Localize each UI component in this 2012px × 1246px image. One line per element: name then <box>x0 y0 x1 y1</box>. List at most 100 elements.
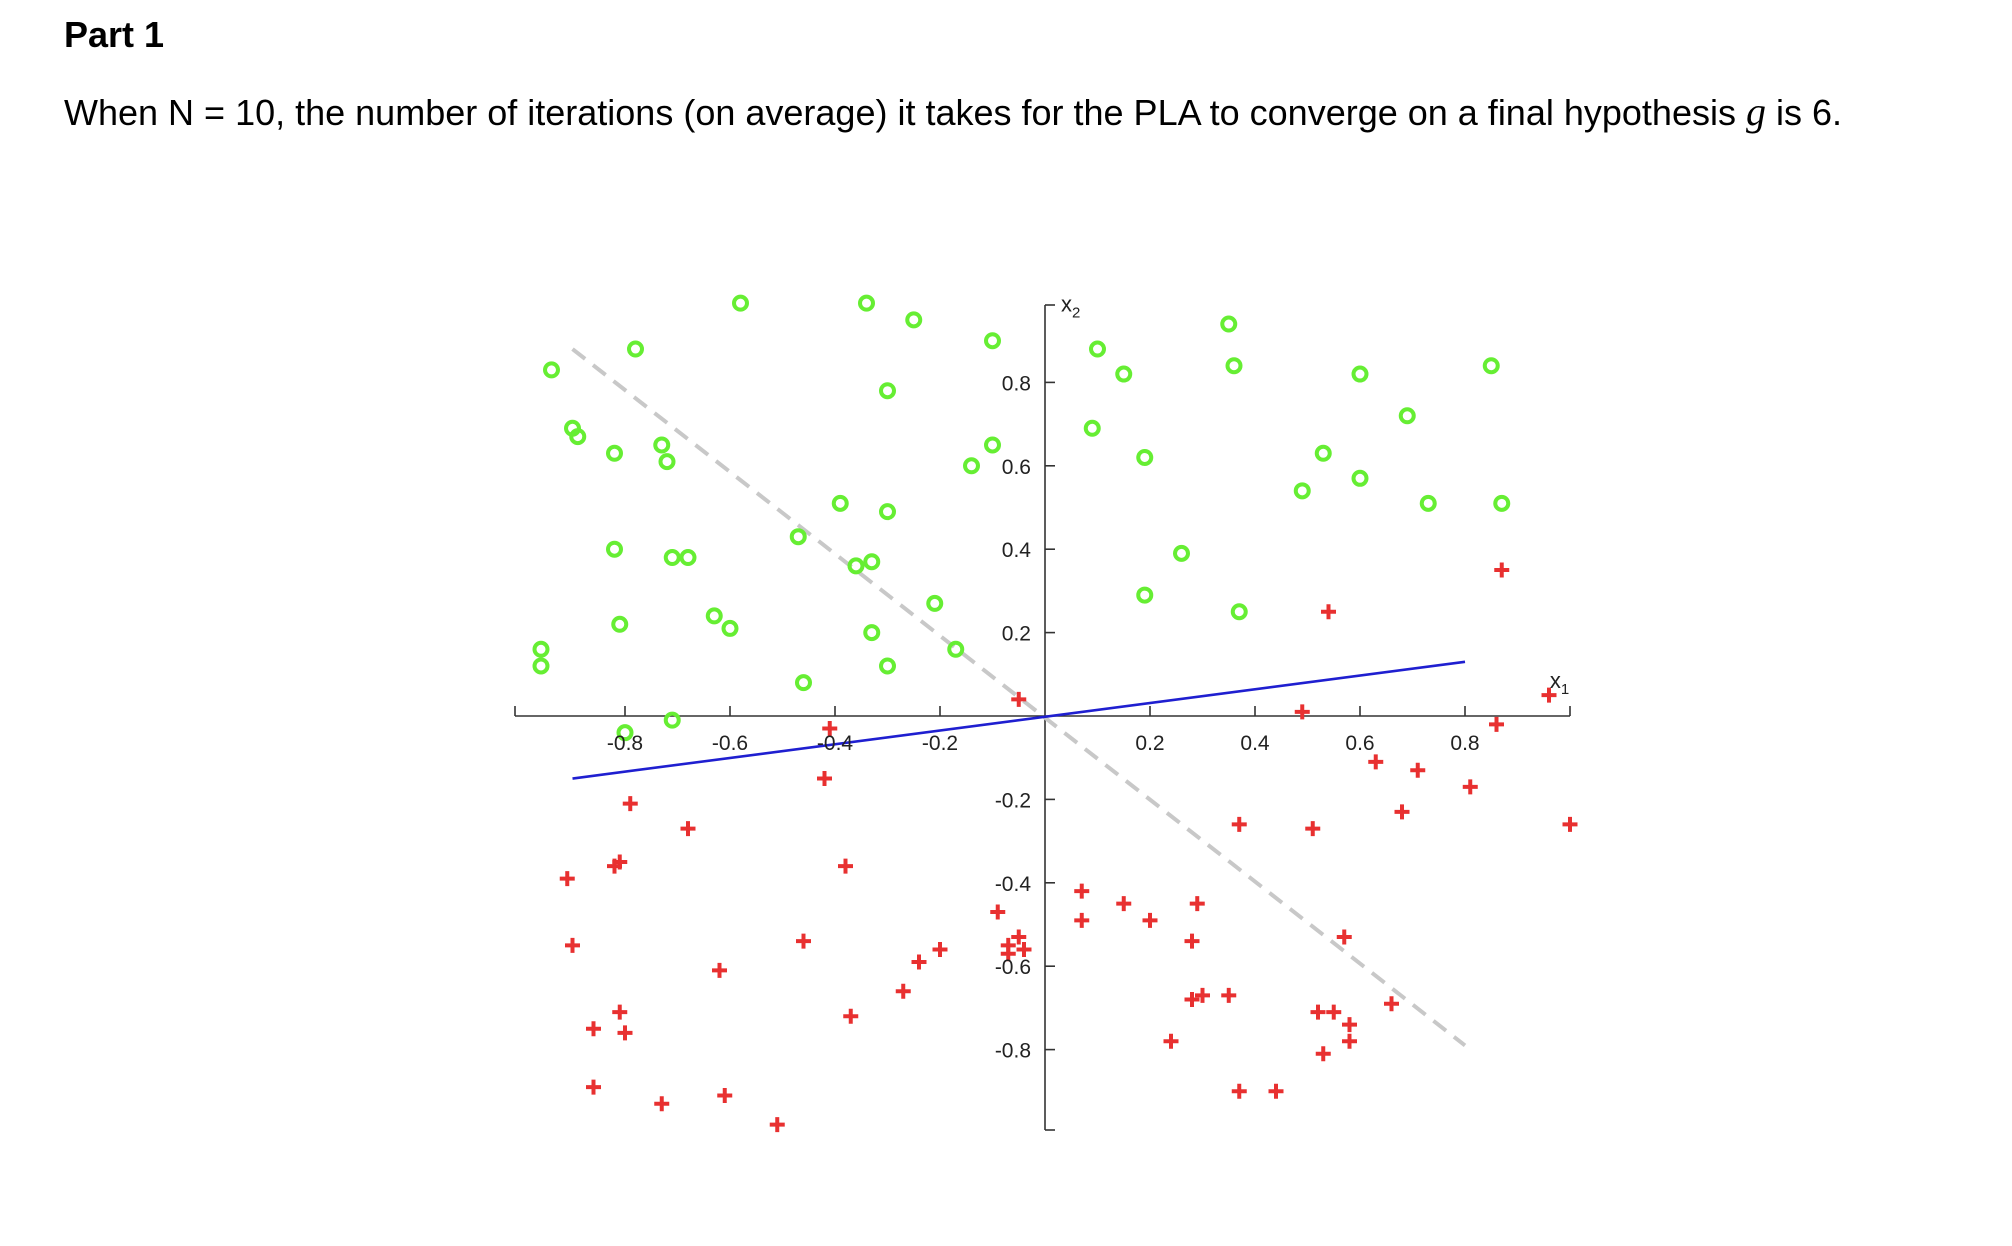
positive-point-marker <box>1398 407 1416 425</box>
negative-point-marker <box>1294 704 1310 720</box>
negative-point-marker <box>1011 691 1027 707</box>
y-tick-label: -0.4 <box>995 873 1032 896</box>
negative-point-marker <box>1462 779 1478 795</box>
positive-point-marker <box>858 294 875 312</box>
negative-point-marker <box>1000 937 1016 953</box>
paragraph-text-before: When N = 10, the number of iterations (o… <box>64 92 1746 133</box>
negative-point-marker <box>1310 1004 1326 1020</box>
negative-point-marker <box>990 904 1006 920</box>
hypothesis-variable: g <box>1745 89 1766 134</box>
positive-point-marker <box>1136 586 1154 604</box>
positive-point-marker <box>879 657 896 675</box>
negative-point-marker <box>1336 929 1352 945</box>
positive-point-marker <box>1493 494 1511 512</box>
positive-point-marker <box>963 457 980 475</box>
positive-point-marker <box>879 382 896 400</box>
y-tick-label: 0.4 <box>1002 539 1032 562</box>
positive-point-marker <box>1482 357 1500 375</box>
positive-point-marker <box>1115 365 1133 383</box>
negative-point-marker <box>911 954 927 970</box>
negative-point-marker <box>1368 754 1384 770</box>
negative-point-marker <box>1342 1033 1357 1049</box>
result-paragraph: When N = 10, the number of iterations (o… <box>64 78 1964 147</box>
negative-point-marker <box>838 858 853 874</box>
positive-point-marker <box>984 332 1001 350</box>
positive-point-marker <box>1083 419 1101 437</box>
positive-point-marker <box>616 724 634 742</box>
target-function-line <box>571 347 1467 1048</box>
negative-point-marker <box>817 771 832 787</box>
positive-point-marker <box>1314 444 1332 462</box>
positive-point-marker <box>863 553 881 571</box>
positive-point-marker <box>789 528 807 546</box>
negative-point-marker <box>586 1079 601 1095</box>
negative-point-marker <box>1016 942 1032 958</box>
negative-point-marker <box>559 871 575 887</box>
positive-point-marker <box>905 311 923 329</box>
negative-point-marker <box>1394 804 1410 820</box>
negative-point-marker <box>1384 996 1399 1012</box>
positive-point-marker <box>831 494 849 512</box>
x-tick-label: 0.6 <box>1345 732 1374 755</box>
negative-point-marker <box>654 1096 670 1112</box>
positive-point-marker <box>653 436 671 454</box>
negative-point-marker <box>1195 987 1210 1003</box>
final-hypothesis-g-line <box>572 660 1466 780</box>
positive-point-marker <box>1136 448 1154 466</box>
x-tick-label: -0.4 <box>817 732 854 755</box>
positive-point-marker <box>679 549 697 567</box>
positive-point-marker <box>732 294 749 312</box>
points-group <box>532 294 1578 1133</box>
positive-point-marker <box>627 340 644 358</box>
y-tick-label: 0.6 <box>1002 456 1031 479</box>
negative-point-marker <box>796 933 811 949</box>
negative-point-marker <box>1221 987 1237 1003</box>
positive-point-marker <box>795 674 812 692</box>
positive-point-marker <box>1225 357 1243 375</box>
positive-point-marker <box>1089 340 1106 358</box>
negative-point-marker <box>565 937 580 953</box>
negative-point-marker <box>1268 1083 1284 1099</box>
negative-point-marker <box>1410 762 1426 778</box>
y-tick-label: 0.2 <box>1002 623 1031 646</box>
x-axis-label: x1 <box>1550 668 1569 698</box>
x-tick-label: -0.8 <box>607 732 643 755</box>
negative-point-marker <box>1326 1004 1342 1020</box>
negative-point-marker <box>1189 896 1205 912</box>
y-tick-label: -0.6 <box>995 956 1031 979</box>
negative-point-marker <box>1231 816 1247 832</box>
positive-point-marker <box>569 428 587 446</box>
tick-labels-group: -0.8 -0.6 -0.4 -0.2 0.2 0.4 0.6 0.8 0.8 0.6 0.4 0.2… <box>607 372 1480 1062</box>
positive-point-marker <box>879 503 896 521</box>
x-tick-label: -0.2 <box>922 732 958 755</box>
positive-point-marker <box>847 557 865 575</box>
negative-point-marker <box>617 1025 633 1041</box>
positive-point-marker <box>1173 544 1190 562</box>
negative-point-marker <box>1184 992 1200 1008</box>
y-tick-label: -0.8 <box>995 1040 1031 1063</box>
negative-point-marker <box>1541 687 1557 703</box>
positive-point-marker <box>947 640 965 658</box>
negative-point-marker <box>1184 933 1200 949</box>
negative-point-marker <box>1494 562 1510 578</box>
y-tick-label: -0.2 <box>995 789 1031 812</box>
x-tick-label: 0.4 <box>1240 732 1270 755</box>
negative-point-marker <box>680 821 696 837</box>
positive-point-marker <box>658 453 676 471</box>
negative-point-marker <box>1562 816 1578 832</box>
positive-point-marker <box>984 436 1001 454</box>
paragraph-text-after: is 6. <box>1765 92 1842 133</box>
negative-point-marker <box>769 1117 785 1133</box>
positive-point-marker <box>926 594 944 612</box>
positive-point-marker <box>532 640 550 658</box>
negative-point-marker <box>1074 883 1090 899</box>
negative-point-marker <box>1321 604 1336 620</box>
positive-point-marker <box>1351 365 1369 383</box>
negative-point-marker <box>712 962 727 978</box>
negative-point-marker <box>1305 821 1321 837</box>
negative-point-marker <box>822 721 838 737</box>
positive-point-marker <box>1230 603 1248 621</box>
positive-point-marker <box>532 657 550 675</box>
negative-point-marker <box>717 1087 733 1103</box>
